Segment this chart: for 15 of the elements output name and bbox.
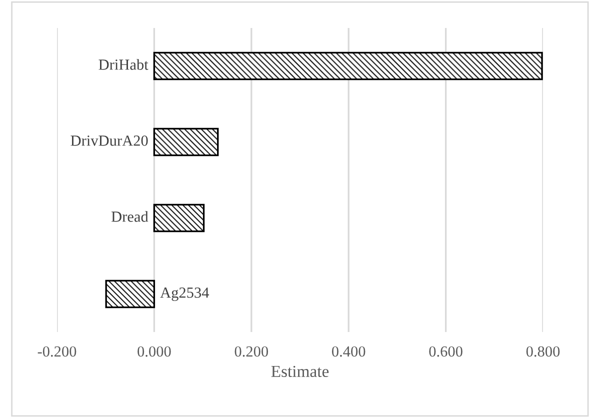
x-tick-label: 0.600 — [429, 346, 462, 357]
y-tick-label: DrivDurA20 — [70, 136, 148, 146]
x-tick-label: -0.200 — [38, 346, 76, 357]
bar — [105, 280, 156, 308]
y-tick-label: Dread — [111, 211, 148, 222]
x-tick-label: 0.200 — [234, 346, 268, 357]
y-tick-label: DriHabt — [98, 59, 148, 70]
x-tick-label: 0.800 — [526, 346, 560, 357]
x-axis-title: Estimate — [271, 366, 329, 378]
bar — [153, 204, 205, 232]
bar — [153, 128, 219, 156]
x-tick-label: 0.400 — [332, 346, 366, 357]
x-tick-label: 0.000 — [138, 346, 171, 357]
y-tick-label: Ag2534 — [160, 288, 210, 301]
bar — [153, 52, 543, 80]
